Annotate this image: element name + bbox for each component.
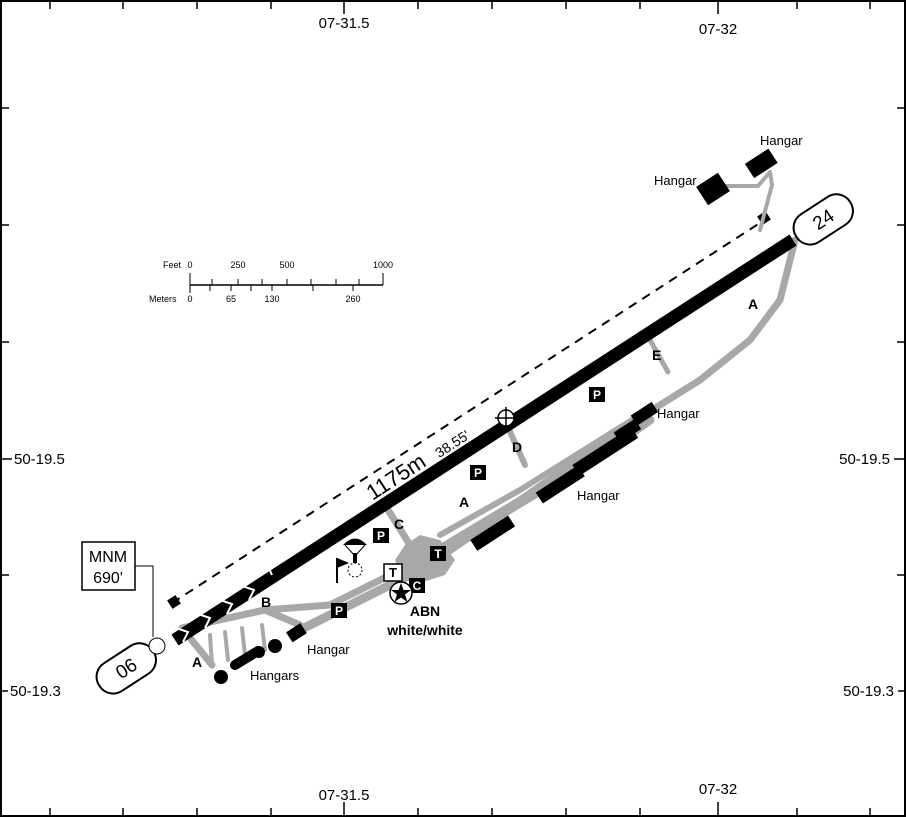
parking-icon: P bbox=[470, 465, 486, 480]
scale-m-260: 260 bbox=[345, 294, 360, 304]
coord-left-upper: 50-19.5 bbox=[14, 451, 65, 468]
runway bbox=[171, 234, 797, 646]
tower-icon: T bbox=[383, 563, 403, 582]
taxiway-label-d: D bbox=[512, 439, 522, 455]
hangar-access-ne bbox=[723, 170, 774, 232]
taxiway-network bbox=[178, 170, 799, 669]
mnm-line2: 690' bbox=[93, 570, 123, 587]
runway-threshold-chevrons bbox=[175, 565, 273, 643]
wind-indicator-icon bbox=[336, 558, 349, 583]
boundary-end-marker-west bbox=[167, 595, 181, 609]
svg-text:T: T bbox=[434, 547, 442, 561]
hangar-ne-top bbox=[744, 148, 778, 179]
scale-meters-label: Meters bbox=[149, 294, 177, 304]
abn-color-label: white/white bbox=[386, 622, 463, 638]
label-hangar-west: Hangar bbox=[307, 642, 350, 657]
runway-end-24: 24 bbox=[792, 193, 854, 246]
abn-label: ABN bbox=[410, 603, 440, 619]
coord-left-lower: 50-19.3 bbox=[10, 683, 61, 700]
scale-bar: Feet Meters 0 250 500 1000 0 65 130 260 bbox=[149, 260, 393, 304]
dashed-boundary bbox=[171, 218, 767, 604]
taxiway-label-b: B bbox=[261, 594, 271, 610]
label-hangar-ne-left: Hangar bbox=[654, 173, 697, 188]
coord-right-lower: 50-19.3 bbox=[843, 683, 894, 700]
parking-icon: P bbox=[331, 603, 347, 618]
taxiway-label-a-east: A bbox=[748, 296, 758, 312]
hangar-ne-left bbox=[696, 172, 730, 206]
coord-top-right: 07-32 bbox=[699, 21, 737, 38]
hangar-sw-circle-1 bbox=[214, 670, 228, 684]
taxiway-label-a-mid: A bbox=[459, 494, 469, 510]
hangar-row-3 bbox=[470, 515, 516, 551]
scale-feet-label: Feet bbox=[163, 260, 182, 270]
svg-text:P: P bbox=[593, 388, 601, 402]
svg-text:P: P bbox=[335, 604, 343, 618]
airport-reference-point-icon bbox=[495, 407, 517, 429]
parachute-icon bbox=[343, 538, 367, 578]
label-hangar-ne-top: Hangar bbox=[760, 133, 803, 148]
label-hangar-mid: Hangar bbox=[577, 488, 620, 503]
parking-icon: P bbox=[589, 387, 605, 402]
coord-bottom-left: 07-31.5 bbox=[319, 787, 370, 804]
taxiway-label-e: E bbox=[652, 347, 661, 363]
svg-text:T: T bbox=[389, 565, 397, 580]
apron-lane-2 bbox=[437, 412, 643, 538]
hangar-west bbox=[286, 623, 307, 643]
taxiway-label-c: C bbox=[394, 516, 404, 532]
runway-end-06: 06 bbox=[95, 642, 157, 695]
mnm-line1: MNM bbox=[89, 549, 127, 566]
sw-hangar-stubs bbox=[208, 623, 267, 667]
parking-icon: P bbox=[373, 528, 389, 543]
terminal-icon: T bbox=[430, 546, 446, 561]
scale-m-0: 0 bbox=[187, 294, 192, 304]
label-hangars-sw: Hangars bbox=[250, 668, 300, 683]
scale-feet-500: 500 bbox=[279, 260, 294, 270]
scale-m-65: 65 bbox=[226, 294, 236, 304]
taxiway-c bbox=[381, 501, 414, 549]
scale-feet-1000: 1000 bbox=[373, 260, 393, 270]
hangars bbox=[214, 148, 778, 684]
hangar-row-2 bbox=[535, 465, 585, 504]
scale-feet-250: 250 bbox=[230, 260, 245, 270]
hangar-mid-right bbox=[630, 401, 659, 426]
taxiway-e bbox=[647, 337, 671, 375]
scale-feet-0: 0 bbox=[187, 260, 192, 270]
scale-m-130: 130 bbox=[264, 294, 279, 304]
minimums-callout: MNM 690' bbox=[81, 541, 166, 655]
taxiway-label-a-west: A bbox=[192, 654, 202, 670]
svg-text:P: P bbox=[474, 466, 482, 480]
hangar-sw-circle-3 bbox=[253, 646, 265, 658]
coord-bottom-right: 07-32 bbox=[699, 781, 737, 798]
hangar-row-4 bbox=[613, 418, 642, 443]
coord-top-left: 07-31.5 bbox=[319, 15, 370, 32]
svg-text:C: C bbox=[413, 579, 422, 593]
coord-right-upper: 50-19.5 bbox=[839, 451, 890, 468]
hangar-sw-circle-2 bbox=[268, 639, 282, 653]
taxiway-d bbox=[504, 422, 528, 468]
label-hangar-mid-right: Hangar bbox=[657, 406, 700, 421]
svg-text:P: P bbox=[377, 529, 385, 543]
customs-icon: C bbox=[409, 578, 425, 593]
beacon-star-icon bbox=[389, 581, 413, 605]
